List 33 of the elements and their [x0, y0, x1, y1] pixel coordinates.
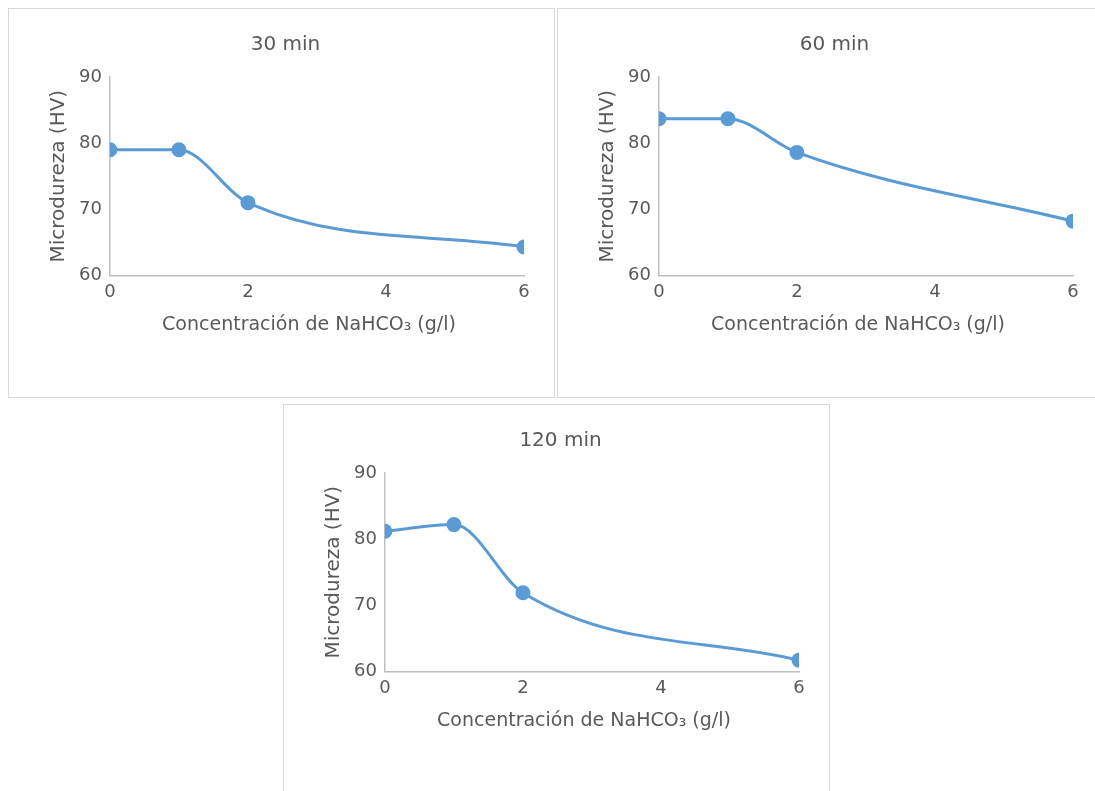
x-tick-label: 2 [791, 279, 803, 301]
x-tick-label: 6 [793, 675, 805, 697]
x-tick-label: 4 [655, 675, 667, 697]
y-tick-label: 70 [628, 196, 651, 218]
chart-title: 60 min [799, 31, 870, 56]
chart-title: 120 min [519, 427, 602, 452]
x-tick-label: 4 [929, 279, 941, 301]
x-tick-label: 4 [380, 279, 392, 301]
y-axis-title: Microdureza (HV) [320, 485, 345, 659]
y-tick-label: 60 [354, 659, 377, 681]
x-tick-label: 0 [653, 279, 665, 301]
y-tick-label: 60 [628, 263, 651, 285]
y-axis-title: Microdureza (HV) [45, 89, 70, 263]
y-tick-label: 70 [79, 196, 102, 218]
y-tick-label: 70 [354, 592, 377, 614]
y-axis-title: Microdureza (HV) [594, 89, 619, 263]
x-tick-label: 0 [104, 279, 116, 301]
x-tick-label: 6 [1067, 279, 1079, 301]
y-tick-label: 80 [628, 130, 651, 152]
x-tick-label: 2 [517, 675, 529, 697]
y-tick-label: 80 [79, 130, 102, 152]
chart-title: 30 min [250, 31, 321, 56]
x-tick-label: 2 [242, 279, 254, 301]
y-tick-label: 90 [354, 460, 377, 482]
x-axis-title: Concentración de NaHCO₃ (g/l) [710, 311, 1006, 335]
x-axis-title: Concentración de NaHCO₃ (g/l) [436, 707, 732, 731]
y-tick-label: 90 [628, 64, 651, 86]
x-axis-title: Concentración de NaHCO₃ (g/l) [161, 311, 457, 335]
x-tick-label: 6 [518, 279, 530, 301]
y-tick-label: 80 [354, 526, 377, 548]
y-tick-label: 60 [79, 263, 102, 285]
x-tick-label: 0 [379, 675, 391, 697]
y-tick-label: 90 [79, 64, 102, 86]
